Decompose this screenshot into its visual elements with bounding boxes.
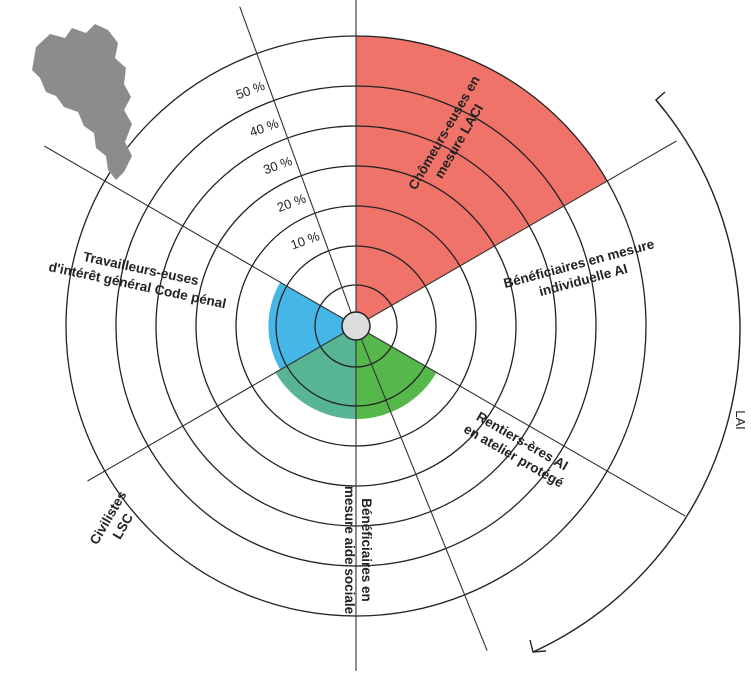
axis-lines (43, 0, 686, 671)
lai-bracket: LAI (529, 91, 748, 653)
category-label-1: Bénéficiaires en mesureindividuelle AI (502, 236, 661, 307)
category-label-3: Bénéficiaires enmesure aide sociale (342, 486, 374, 615)
category-label-line: mesure aide sociale (342, 486, 357, 615)
r-tick-label-3: 40 % (248, 115, 281, 139)
canton-map-icon (32, 24, 132, 180)
sector-4 (268, 282, 356, 370)
lai-arrow-head-top (655, 91, 666, 111)
axis-line-6 (239, 6, 352, 314)
lai-label: LAI (733, 410, 748, 430)
category-label-4: CivilistesLSC (87, 488, 144, 555)
sector-2 (356, 326, 437, 420)
radial-tick-labels: 10 % 20 % 30 % 40 % 50 % (234, 78, 322, 253)
lai-arrow-head-bottom (529, 639, 547, 653)
lai-arrow-arc (532, 99, 741, 653)
r-tick-label-2: 30 % (261, 153, 294, 177)
sectors (268, 36, 608, 420)
axis-line-7 (360, 338, 488, 651)
sector-0 (356, 36, 608, 326)
axis-line-1 (367, 140, 677, 320)
sector-3 (275, 326, 356, 420)
center-hub (341, 311, 371, 341)
r-tick-label-1: 20 % (275, 191, 308, 215)
axis-line-5 (43, 145, 345, 320)
r-tick-label-4: 50 % (234, 78, 267, 102)
category-label-line: Bénéficiaires en (359, 498, 374, 602)
r-tick-label-0: 10 % (289, 228, 322, 252)
axis-line-2 (367, 332, 686, 517)
axis-line-4 (87, 332, 345, 482)
